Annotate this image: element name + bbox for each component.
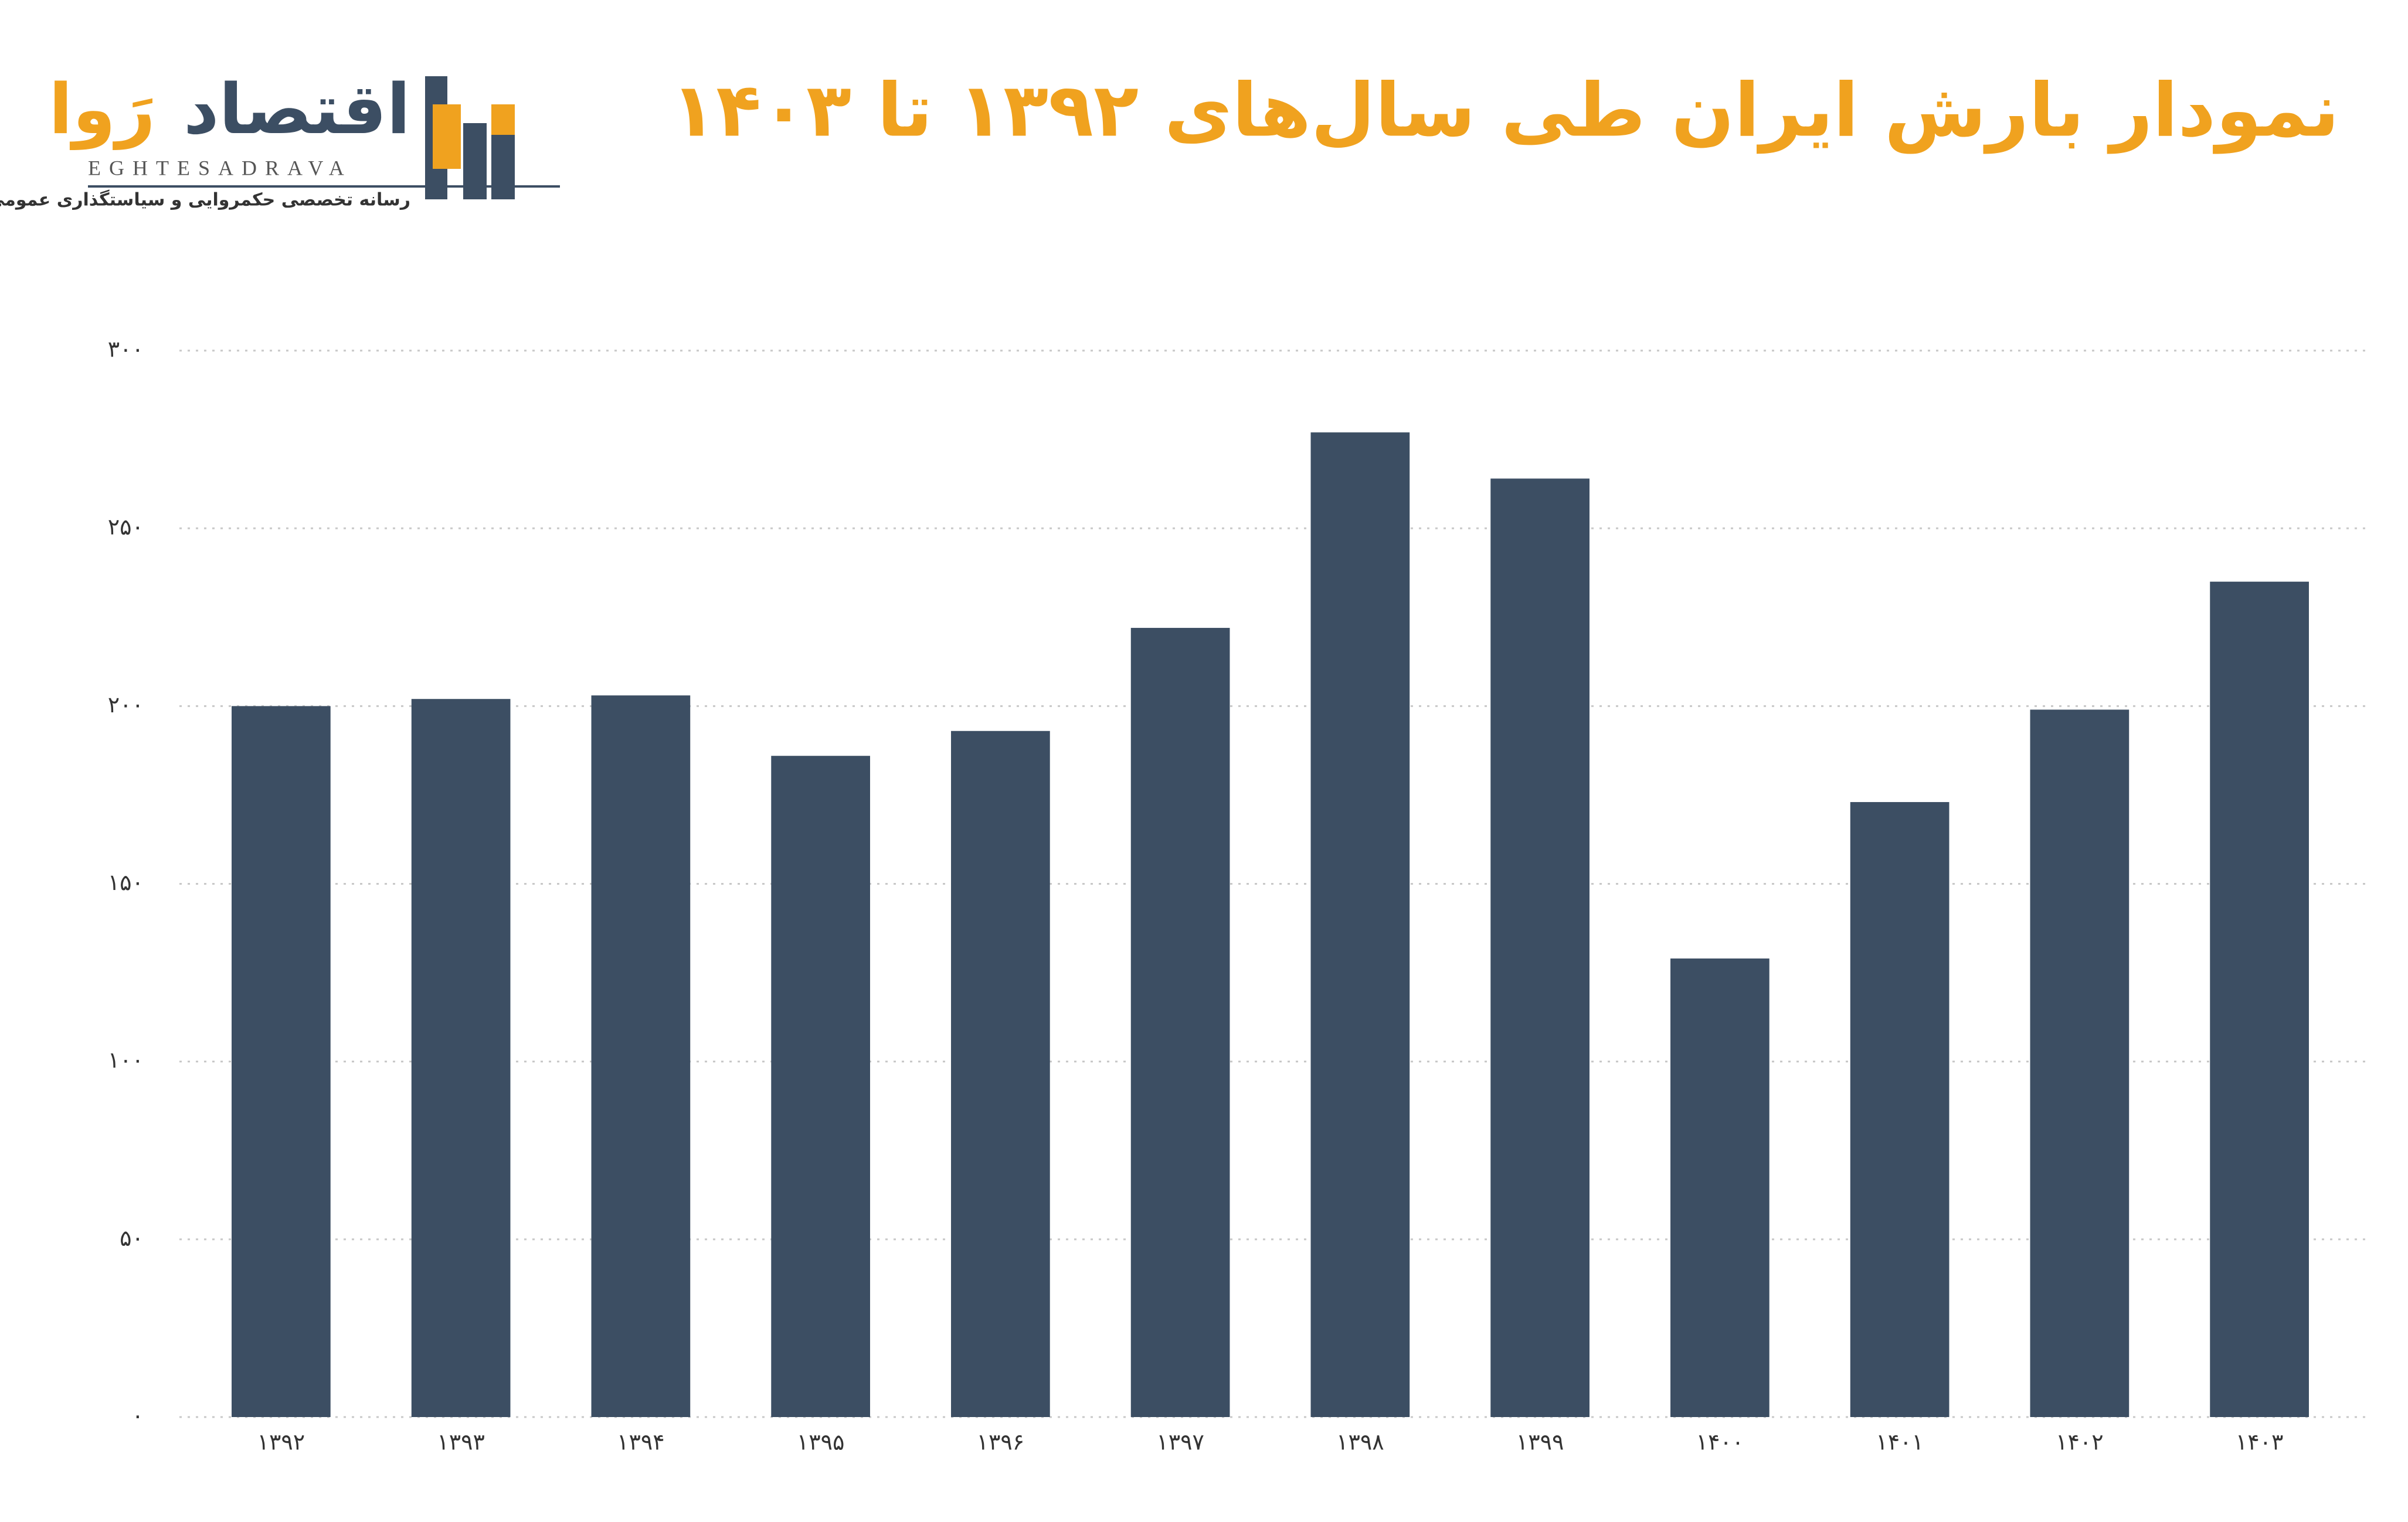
logo-name: رَوا [49,69,155,150]
logo-bar [491,135,515,199]
chart-title: نمودار بارش ایران طی سال‌های ۱۳۹۲ تا ۱۴۰… [671,67,2339,154]
bar [1130,627,1230,1417]
logo: اقتصاد رَوا EGHTESADRAVA رسانه تخصصی حکم… [0,69,560,210]
y-tick-label: ۱۵۰ [108,869,144,895]
x-tick-label: ۱۴۰۲ [2056,1429,2104,1455]
y-tick-label: ۰ [132,1403,144,1429]
y-tick-label: ۳۰۰ [108,337,144,362]
logo-bar [463,123,487,199]
bar [411,699,511,1417]
bar [1310,432,1410,1417]
bar [1850,802,1950,1417]
x-tick-label: ۱۴۰۳ [2236,1429,2284,1455]
y-tick-label: ۲۰۰ [108,692,144,718]
bar [951,731,1050,1417]
x-tick-label: ۱۳۹۵ [797,1429,845,1455]
logo-bar [433,104,461,169]
bar [591,695,691,1417]
x-tick-label: ۱۳۹۴ [617,1429,665,1455]
y-tick-label: ۵۰ [120,1225,144,1251]
logo-latin: EGHTESADRAVA [88,156,352,179]
x-tick-label: ۱۳۹۶ [977,1429,1025,1455]
y-tick-label: ۱۰۰ [108,1047,144,1073]
y-tick-label: ۲۵۰ [108,514,144,540]
bar [2210,582,2309,1417]
x-tick-label: ۱۳۹۹ [1516,1429,1564,1455]
logo-tagline: رسانه تخصصی حکمروایی و سیاستگذاری عمومی … [0,189,410,210]
logo-name: اقتصاد [184,69,410,150]
x-tick-label: ۱۳۹۳ [437,1429,485,1455]
bar [1490,478,1590,1417]
bar [1670,958,1770,1417]
x-tick-label: ۱۳۹۲ [257,1429,305,1455]
x-tick-label: ۱۴۰۰ [1696,1429,1744,1455]
x-tick-label: ۱۴۰۱ [1876,1429,1924,1455]
bar [232,706,331,1417]
bar [771,756,870,1417]
bar [2030,709,2129,1417]
x-tick-label: ۱۳۹۷ [1156,1429,1204,1455]
x-tick-label: ۱۳۹۸ [1336,1429,1384,1455]
